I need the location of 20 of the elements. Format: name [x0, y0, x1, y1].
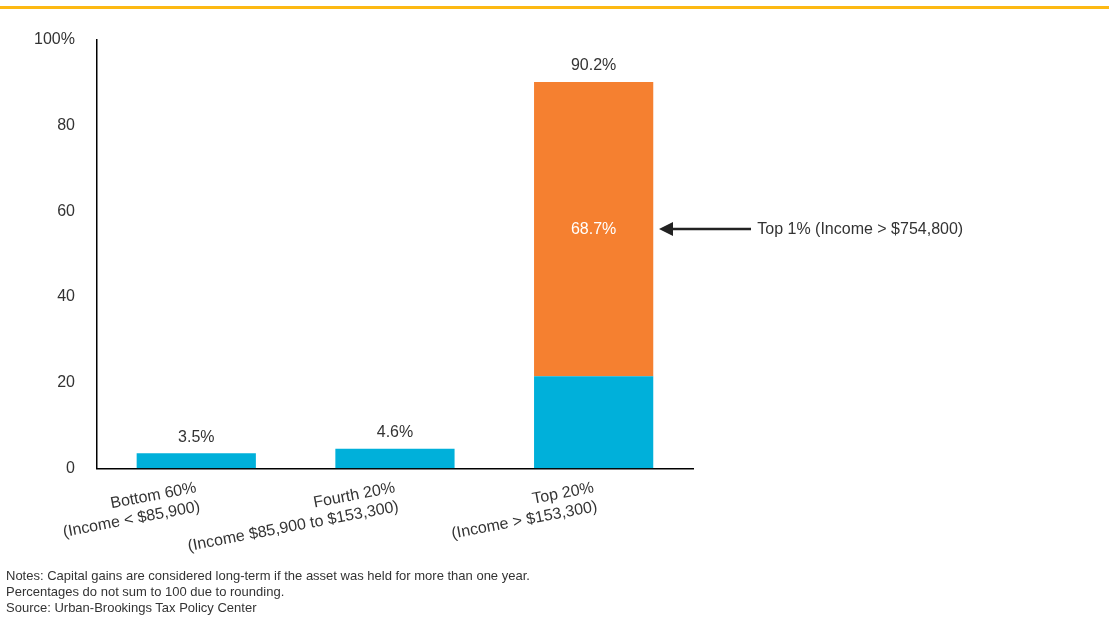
source-note: Source: Urban-Brookings Tax Policy Center — [6, 600, 258, 616]
y-tick-label: 80 — [57, 116, 76, 134]
x-tick-label: Top 20% (Income > $153,300) — [449, 478, 599, 542]
bar — [136, 453, 256, 469]
y-tick-label: 20 — [57, 373, 76, 391]
y-tick-label: 40 — [57, 287, 76, 305]
y-tick-label: 100% — [34, 30, 75, 48]
total-label: 3.5% — [178, 427, 215, 445]
total-label: 4.6% — [376, 423, 414, 441]
y-tick-label: 0 — [66, 458, 76, 476]
bar — [335, 448, 455, 469]
bar — [534, 81, 654, 377]
text: Notes: Capital gains are considered long-term if the asset was held for more than one year. — [6, 568, 530, 584]
y-tick-label: 60 — [57, 201, 76, 219]
text: Percentages do not sum to 100 due to rounding. — [6, 584, 286, 600]
total-label: 90.2% — [570, 56, 617, 74]
data-label: 68.7% — [570, 219, 617, 237]
x-tick-label: Bottom 60% (Income < $85,900) — [61, 478, 202, 540]
bar — [534, 376, 654, 469]
text: Top 1% (Income > $754,800) — [757, 219, 964, 237]
